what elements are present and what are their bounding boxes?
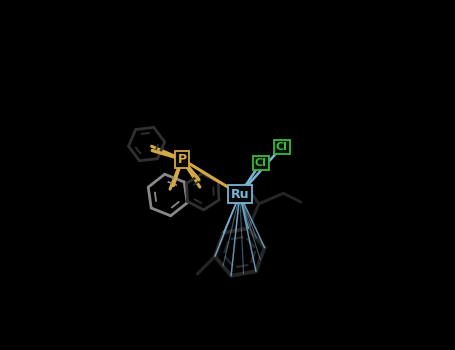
Text: P: P <box>177 153 187 166</box>
Text: Cl: Cl <box>255 158 267 168</box>
Text: Ru: Ru <box>231 188 249 201</box>
Text: Cl: Cl <box>276 142 288 152</box>
